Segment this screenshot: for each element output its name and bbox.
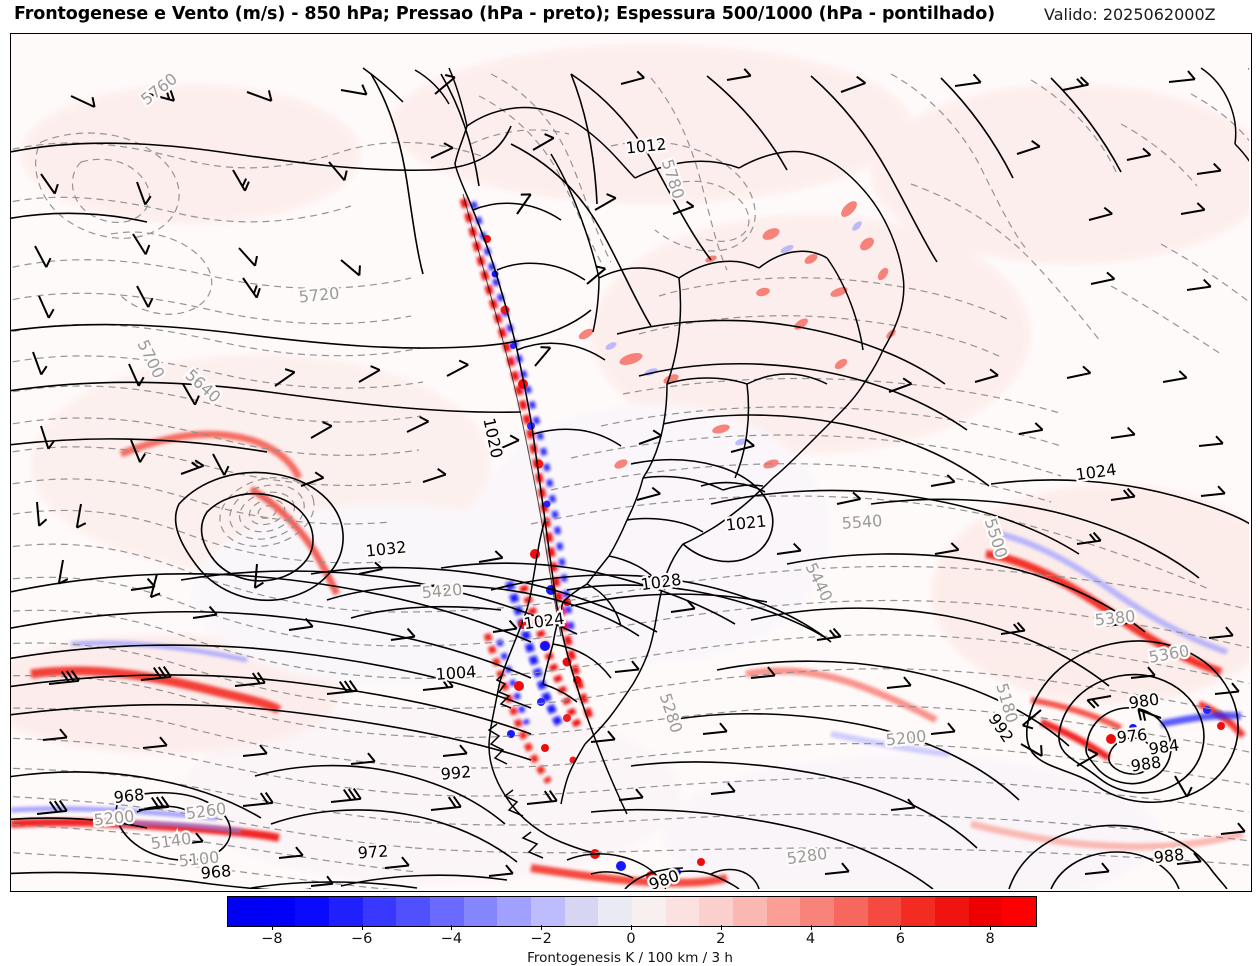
colorbar-tick-label: −4 <box>440 931 463 947</box>
page-title: Frontogenese e Vento (m/s) - 850 hPa; Pr… <box>14 4 996 24</box>
colorbar-swatch <box>935 897 969 926</box>
colorbar-tick-mark <box>271 925 273 930</box>
isobar-label-text: 980 <box>1128 689 1161 712</box>
colorbar-swatch <box>463 897 498 926</box>
colorbar-tick-mark <box>900 925 902 930</box>
colorbar-swatch <box>632 897 666 926</box>
colorbar-ticks: −8 −6 −4 −2 0 2 4 6 8 <box>227 925 1035 947</box>
colorbar-swatch <box>968 897 1003 926</box>
isobar-label-group: 1032103210281028102410241004100410121012… <box>111 132 1188 889</box>
colorbar-swatch <box>766 897 801 926</box>
colorbar-tick-mark <box>810 925 812 930</box>
colorbar-swatch <box>901 897 936 926</box>
colorbar-tick-mark <box>720 925 722 930</box>
map-panel[interactable]: 1032 1032 1028 1028 1024 1024 1004 1004 1012 1012… <box>10 33 1252 892</box>
colorbar-tick-label: −6 <box>350 931 373 947</box>
thickness-label-text: 5540 <box>841 511 883 533</box>
svg-text:976: 976 <box>1116 725 1148 747</box>
isobar-label-text: 988 <box>1153 845 1185 867</box>
thickness-contours <box>11 73 1249 889</box>
colorbar-swatch <box>497 897 532 926</box>
isobar-label-text: 972 <box>357 841 389 862</box>
colorbar-tick-mark <box>541 925 543 930</box>
thickness-label-text: 5380 <box>1094 606 1136 629</box>
isobar-label-text: 984 <box>1148 735 1181 758</box>
colorbar-swatch <box>800 897 835 926</box>
colorbar-swatch <box>228 897 262 926</box>
colorbar-tick-label: 0 <box>626 931 636 947</box>
coastline-and-borders <box>362 67 1249 889</box>
thickness-label-text: 5200 <box>885 726 927 749</box>
colorbar-tick-label: 6 <box>895 931 905 947</box>
svg-text:5420: 5420 <box>421 580 463 602</box>
svg-text:968: 968 <box>113 785 145 807</box>
colorbar-swatch <box>699 897 734 926</box>
frontogenesis-negative-bands <box>11 529 1242 833</box>
colorbar-tick-mark <box>631 925 632 930</box>
colorbar-swatch <box>261 897 296 926</box>
isobar-label-text: 1004 <box>435 662 477 684</box>
thickness-label-text: 5720 <box>298 283 340 306</box>
colorbar-tick-mark <box>451 925 453 930</box>
colorbar-swatch <box>295 897 330 926</box>
isobar-label-text: 976 <box>1116 725 1148 747</box>
colorbar-tick-label: 8 <box>985 931 995 947</box>
isobar-label-text: 1032 <box>365 537 407 560</box>
map-canvas: 1032103210281028102410241004100410121012… <box>11 34 1249 889</box>
thickness-label-text: 5420 <box>421 580 463 602</box>
isobar-contours <box>11 73 1249 889</box>
colorbar-tick-mark <box>990 925 992 930</box>
chart-header: Frontogenese e Vento (m/s) - 850 hPa; Pr… <box>0 0 1260 30</box>
thickness-label-text: 5100 <box>178 847 220 870</box>
colorbar-swatch <box>834 897 868 926</box>
isobar-label-text: 992 <box>440 762 472 784</box>
colorbar-swatch <box>665 897 700 926</box>
colorbar-swatch <box>598 897 633 926</box>
colorbar-tick-mark <box>361 925 363 930</box>
valid-time-label: Valido: 2025062000Z <box>1044 5 1216 24</box>
colorbar-gradient <box>227 896 1037 927</box>
isobar-label-text: 968 <box>113 785 145 807</box>
colorbar-swatch <box>1002 897 1037 926</box>
wind-barbs <box>32 68 1246 887</box>
svg-text:5100: 5100 <box>178 847 220 870</box>
isobar-label-text: 968 <box>200 861 232 883</box>
svg-text:972: 972 <box>357 841 389 862</box>
isobar-label-text: 1021 <box>725 511 767 534</box>
svg-text:1021: 1021 <box>725 511 767 534</box>
colorbar-tick-label: −2 <box>530 931 552 947</box>
colorbar-swatch <box>867 897 902 926</box>
colorbar-axis-label: Frontogenesis K / 100 km / 3 h <box>527 950 733 966</box>
isobar-label-text: 1012 <box>625 134 667 157</box>
frontogenesis-positive-bands <box>11 430 1246 887</box>
colorbar-swatch <box>733 897 767 926</box>
colorbar-swatch <box>329 897 363 926</box>
colorbar-swatch <box>564 897 599 926</box>
colorbar-tick-label: 2 <box>716 931 726 947</box>
colorbar-tick-label: 4 <box>805 931 816 947</box>
colorbar-swatch <box>362 897 397 926</box>
colorbar-tick-label: −8 <box>261 931 283 947</box>
colorbar-swatch <box>396 897 431 926</box>
isobar-label-text: 988 <box>1130 752 1163 775</box>
colorbar-panel: −8 −6 −4 −2 0 2 4 6 8 Frontogenesis K / 100 km /… <box>0 890 1260 966</box>
colorbar-swatch <box>430 897 464 926</box>
thickness-label-text: 5200 <box>93 806 135 829</box>
colorbar-swatch <box>531 897 565 926</box>
